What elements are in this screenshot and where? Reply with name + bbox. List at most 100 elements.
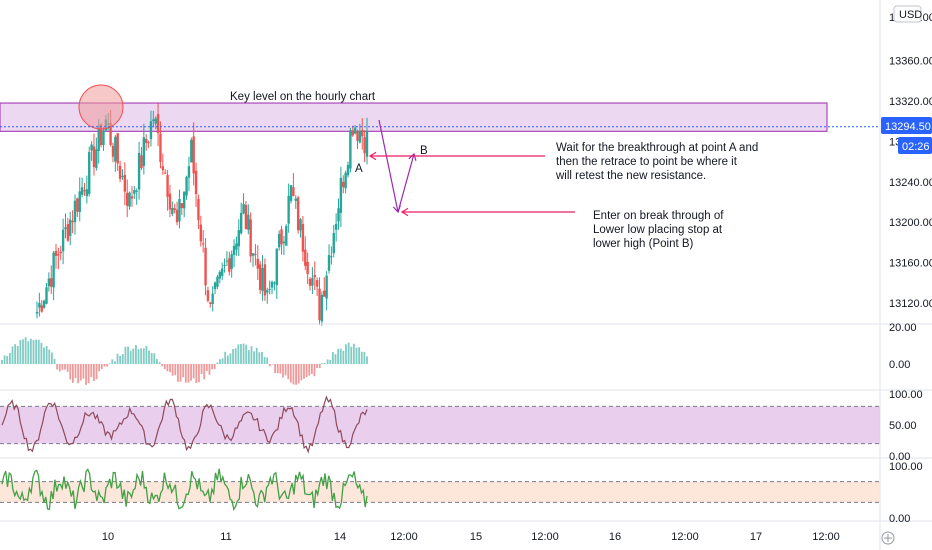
candle-body [171,208,174,214]
candle-body [135,190,138,192]
hist-bar [326,359,329,364]
candle-body [334,223,338,230]
candle-body [190,139,193,163]
hist-bar [1,360,3,364]
candle-body [263,264,267,296]
candle-body [361,130,364,137]
candle-body [237,230,240,247]
currency-label: USD [899,9,922,21]
hist-bar [124,346,127,364]
hist-bar [87,364,90,384]
candle-body [192,136,195,174]
price-tick-label: 13120.00 [889,298,932,310]
candle-body [175,209,179,223]
arrow-head [368,151,377,161]
hist-bar [127,346,129,364]
candle-body [197,198,200,221]
hist-bar [95,364,98,380]
time-axis[interactable]: 10 11 14 12:00 15 12:00 16 12:00 17 12:00 [102,531,840,543]
drawings-group[interactable] [368,119,575,217]
candle-body [161,166,165,171]
hist-bar [216,362,219,364]
hist-bar [284,364,287,376]
candle-body [154,118,157,124]
hist-bar [287,364,290,380]
note1-line-3: will retest the new resistance. [555,170,706,182]
hist-bar [316,364,319,368]
hist-bar [37,339,40,364]
hist-bar [85,364,87,385]
candle-body [277,233,281,248]
hist-bar [247,350,250,364]
note2-line-3: lower high (Point B) [593,238,694,250]
candle-body [64,227,67,230]
hist-bar [276,364,279,374]
highlight-circle[interactable] [78,84,124,130]
candle-body [88,152,91,194]
up-arrow-b[interactable] [397,153,415,213]
candle-body [123,174,127,192]
hist-bar [93,364,95,382]
pan-icon[interactable] [881,531,895,545]
time-tick-label: 14 [334,531,346,543]
candle-body [337,208,340,222]
candle-body [109,122,112,145]
candle-body [95,149,98,169]
hist-bar [184,364,187,383]
stochastic-panel [0,395,880,454]
candle-body [90,144,93,151]
candle-body [285,225,288,246]
candle-body [287,195,290,224]
currency-badge[interactable]: USD [893,5,922,23]
candle-body [80,187,84,195]
candle-body [275,248,278,286]
hist-bar [8,352,11,364]
candle-body [201,243,205,245]
note1-line-2: then the retrace to point be where it [556,156,738,168]
candle-body [47,278,51,287]
hist-bar [310,364,313,375]
hist-bar [169,364,171,373]
hist-bar [106,364,108,367]
note2-line-1: Enter on break through of [593,210,724,222]
hist-bar [350,346,353,364]
hist-bar [58,364,61,372]
candle-body [318,288,321,321]
candle-body [142,137,146,166]
osc-tick-label: 100.00 [889,461,923,473]
hist-bar [318,364,321,369]
candle-body [228,258,231,272]
candle-body [164,172,167,174]
hist-bar [211,364,213,370]
candle-body [320,294,324,322]
last-price-tag: 13294.50 02:26 [881,117,932,154]
candle-body [211,293,214,304]
hist-bar [135,345,137,364]
hist-bar [174,364,177,376]
hist-bar [268,364,271,367]
price-tick-label: 13160.00 [889,258,932,270]
candle-body [280,229,283,245]
hist-bar [297,364,300,384]
candle-body [344,172,347,189]
hist-bar [156,359,158,364]
time-tick-label: 12:00 [531,531,559,543]
candle-body [363,137,366,154]
candle-body [92,146,96,168]
hist-bar [190,364,192,381]
hist-bar [224,351,227,364]
note2-line-2: Lower low placing stop at [593,224,723,236]
hist-bar [24,337,27,364]
hist-bar [6,356,9,364]
candle-body [242,203,245,214]
note-breakthrough: Wait for the breakthrough at point A and… [555,142,758,182]
candle-body [69,219,72,237]
price-axis[interactable]: 13320.0013280.0013240.0013200.0013160.00… [889,12,932,310]
hist-bar [79,364,82,381]
down-arrow-1[interactable] [378,119,399,213]
osc-line [1,468,368,511]
hist-bar [213,364,216,369]
candle-body [133,189,136,194]
hist-bar [19,339,22,364]
